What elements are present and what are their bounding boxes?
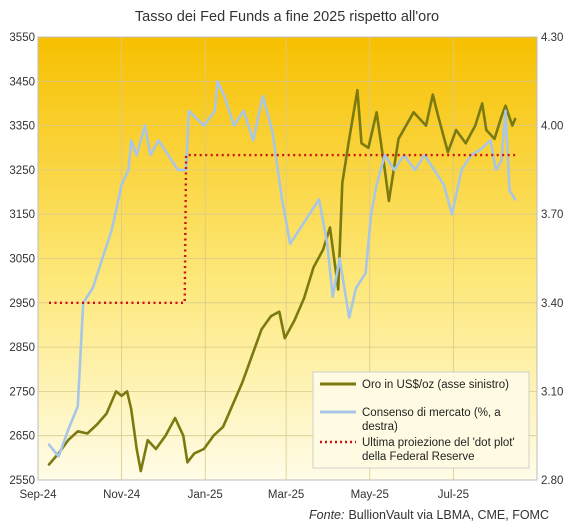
series-group: [47, 80, 517, 473]
y-left-tick-label: 2550: [9, 475, 35, 487]
y-left-tick-label: 3350: [9, 121, 35, 133]
y-right-tick-label: 4.00: [541, 121, 563, 133]
y-right-tick-label: 3.40: [541, 298, 563, 310]
x-tick-label: Jan-25: [188, 489, 223, 501]
y-right-tick-label: 3.70: [541, 209, 563, 221]
y-left-tick-label: 2850: [9, 342, 35, 354]
y-left-tick-label: 2650: [9, 431, 35, 443]
y-left-tick-label: 2950: [9, 298, 35, 310]
chart-title: Tasso dei Fed Funds a fine 2025 rispetto…: [135, 9, 439, 25]
y-left-tick-label: 3050: [9, 254, 35, 266]
y-left-tick-label: 2750: [9, 386, 35, 398]
axes: 2550 2650 2750 2850 2950 3050 3150 3250 3350 3450…: [9, 32, 563, 501]
x-tick-label: Sep-24: [19, 489, 57, 501]
legend-label-consensus-line2: destra): [362, 421, 398, 433]
y-left-tick-label: 3250: [9, 165, 35, 177]
source-note: Fonte: BullionVault via LBMA, CME, FOMC: [309, 508, 549, 522]
legend-label-consensus-line1: Consenso di mercato (%, a: [362, 407, 501, 419]
y-left-tick-label: 3550: [9, 32, 35, 44]
x-tick-label: Mar-25: [268, 489, 304, 501]
y-left-tick-label: 3450: [9, 76, 35, 88]
legend-label-gold: Oro in US$/oz (asse sinistro): [362, 379, 509, 391]
y-right-tick-label: 2.80: [541, 475, 563, 487]
legend-label-dotplot-line2: della Federal Reserve: [362, 451, 475, 463]
legend-label-dotplot-line1: Ultima proiezione del 'dot plot': [362, 437, 515, 449]
legend-box: [312, 371, 530, 469]
x-tick-label: May-25: [351, 489, 389, 501]
legend: Oro in US$/oz (asse sinistro) Consenso d…: [312, 371, 530, 469]
x-tick-label: Jul-25: [438, 489, 469, 501]
source-prefix: Fonte:: [309, 508, 344, 522]
x-tick-label: Nov-24: [103, 489, 141, 501]
market-consensus-line: [47, 80, 517, 458]
y-left-tick-label: 3150: [9, 209, 35, 221]
y-right-tick-label: 3.10: [541, 386, 563, 398]
fed-dot-plot-line: [49, 153, 516, 304]
source-text: BullionVault via LBMA, CME, FOMC: [348, 508, 549, 522]
y-right-tick-label: 4.30: [541, 32, 563, 44]
gold-price-line: [47, 88, 517, 473]
